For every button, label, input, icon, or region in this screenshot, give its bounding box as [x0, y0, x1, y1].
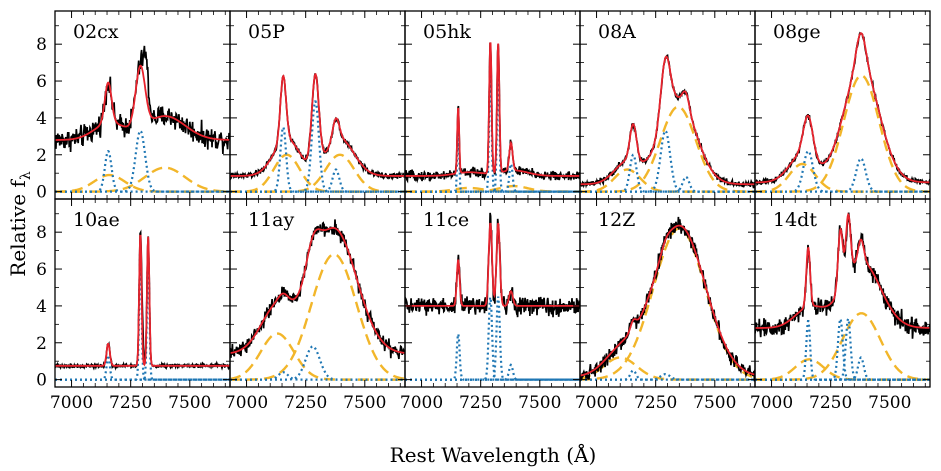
panel-02cx: 02cx 0 2 4 6 8	[36, 10, 231, 203]
narrow-component-3	[405, 62, 580, 193]
x-tick-label: 7500	[518, 393, 561, 413]
x-tick-label: 7500	[343, 393, 386, 413]
x-axis-label: Rest Wavelength (Å)	[390, 442, 597, 467]
total-fit-line	[230, 73, 405, 177]
broad-component-2	[755, 74, 930, 193]
broad-component-2	[580, 105, 755, 193]
y-tick-label: 4	[36, 297, 47, 317]
observed-spectrum	[580, 54, 755, 189]
broad-component-1	[580, 168, 755, 193]
panel-plot-area	[230, 219, 405, 381]
panel-label: 05hk	[423, 21, 471, 43]
narrow-component-3	[230, 168, 405, 193]
panel-label: 08A	[598, 21, 636, 43]
y-axis-label-subscript: λ	[18, 171, 34, 180]
panel-plot-area	[580, 216, 755, 382]
total-fit-line	[580, 224, 755, 377]
panel-label: 14dt	[773, 209, 817, 231]
panel-plot-area	[580, 54, 755, 193]
observed-spectrum	[755, 31, 930, 187]
y-axis-label: Relative fλ	[6, 171, 34, 277]
y-tick-label: 6	[36, 72, 47, 92]
panel-10ae: 10ae 0 2 4 6 8 7000 7250 7500	[36, 198, 231, 413]
total-fit-line	[405, 222, 580, 307]
x-tick-label: 7250	[809, 393, 852, 413]
narrow-component-1	[580, 369, 755, 381]
panel-label: 11ay	[248, 209, 295, 231]
x-tick-label: 7250	[109, 393, 152, 413]
x-tick-label: 7500	[868, 393, 911, 413]
panel-plot-area	[755, 212, 930, 381]
broad-component-2	[755, 312, 930, 381]
panel-label: 12Z	[598, 209, 635, 231]
y-tick-label: 6	[36, 260, 47, 280]
panel-label: 11ce	[423, 209, 469, 231]
y-tick-label: 0	[36, 371, 47, 391]
panel-label: 05P	[248, 21, 285, 43]
panel-plot-area	[55, 45, 230, 193]
panel-plot-area	[55, 229, 230, 381]
y-tick-label: 2	[36, 146, 47, 166]
x-tick-label: 7000	[225, 393, 268, 413]
total-fit-line	[405, 42, 580, 177]
panel-08A: 08A	[579, 10, 756, 200]
narrow-component-1	[405, 126, 580, 193]
broad-component-2	[230, 153, 405, 193]
x-tick-label: 7000	[575, 393, 618, 413]
panel-label: 10ae	[73, 209, 120, 231]
broad-component-2	[230, 253, 405, 381]
panel-14dt: 14dt 7000 7250 7500	[750, 198, 931, 413]
total-fit-line	[580, 55, 755, 186]
panel-plot-area	[405, 42, 580, 193]
panel-05P: 05P	[229, 10, 406, 200]
observed-spectrum	[755, 212, 930, 339]
x-tick-label: 7500	[168, 393, 211, 413]
narrow-component-2	[580, 129, 755, 193]
narrow-component-2	[230, 345, 405, 381]
x-tick-label: 7000	[400, 393, 443, 413]
x-tick-label: 7250	[634, 393, 677, 413]
total-fit-line	[55, 234, 230, 367]
panel-plot-area	[405, 212, 580, 381]
panel-label: 08ge	[773, 21, 821, 43]
y-tick-label: 2	[36, 334, 47, 354]
broad-component-1	[230, 332, 405, 381]
narrow-component-1	[755, 320, 930, 381]
broad-component-1	[755, 358, 930, 381]
x-tick-label: 7500	[693, 393, 736, 413]
panel-11ay: 11ay 7000 7250 7500	[225, 198, 406, 413]
panel-plot-area	[755, 31, 930, 193]
panels-grid: 02cx 0 2 4 6 8 05P 05hk 08A 08ge 10ae 0 2 4 6 8 7000 7250…	[36, 10, 931, 413]
y-tick-label: 4	[36, 109, 47, 129]
narrow-component-1	[230, 126, 405, 193]
broad-component-2	[55, 166, 230, 193]
x-tick-label: 7250	[459, 393, 502, 413]
panel-11ce: 11ce 7000 7250 7500	[400, 198, 581, 413]
narrow-component-1	[55, 150, 230, 193]
x-tick-label: 7250	[284, 393, 327, 413]
total-fit-line	[755, 212, 930, 329]
observed-spectrum	[55, 45, 230, 155]
x-tick-label: 7000	[50, 393, 93, 413]
narrow-component-1	[405, 333, 580, 381]
narrow-component-2	[55, 129, 230, 193]
total-fit-line	[755, 32, 930, 184]
panel-label: 02cx	[73, 21, 119, 43]
panel-05hk: 05hk	[404, 10, 581, 200]
narrow-component-3	[55, 250, 230, 381]
y-tick-label: 8	[36, 223, 47, 243]
total-fit-line	[230, 226, 405, 354]
panel-08ge: 08ge	[754, 10, 931, 200]
narrow-component-2	[755, 157, 930, 193]
x-tick-label: 7000	[750, 393, 793, 413]
y-tick-label: 8	[36, 35, 47, 55]
narrow-component-4	[405, 363, 580, 381]
total-fit-line	[55, 64, 230, 141]
narrow-component-2	[230, 100, 405, 193]
y-tick-label: 0	[36, 183, 47, 203]
panel-plot-area	[230, 73, 405, 193]
panel-12Z: 12Z 7000 7250 7500	[575, 198, 756, 413]
